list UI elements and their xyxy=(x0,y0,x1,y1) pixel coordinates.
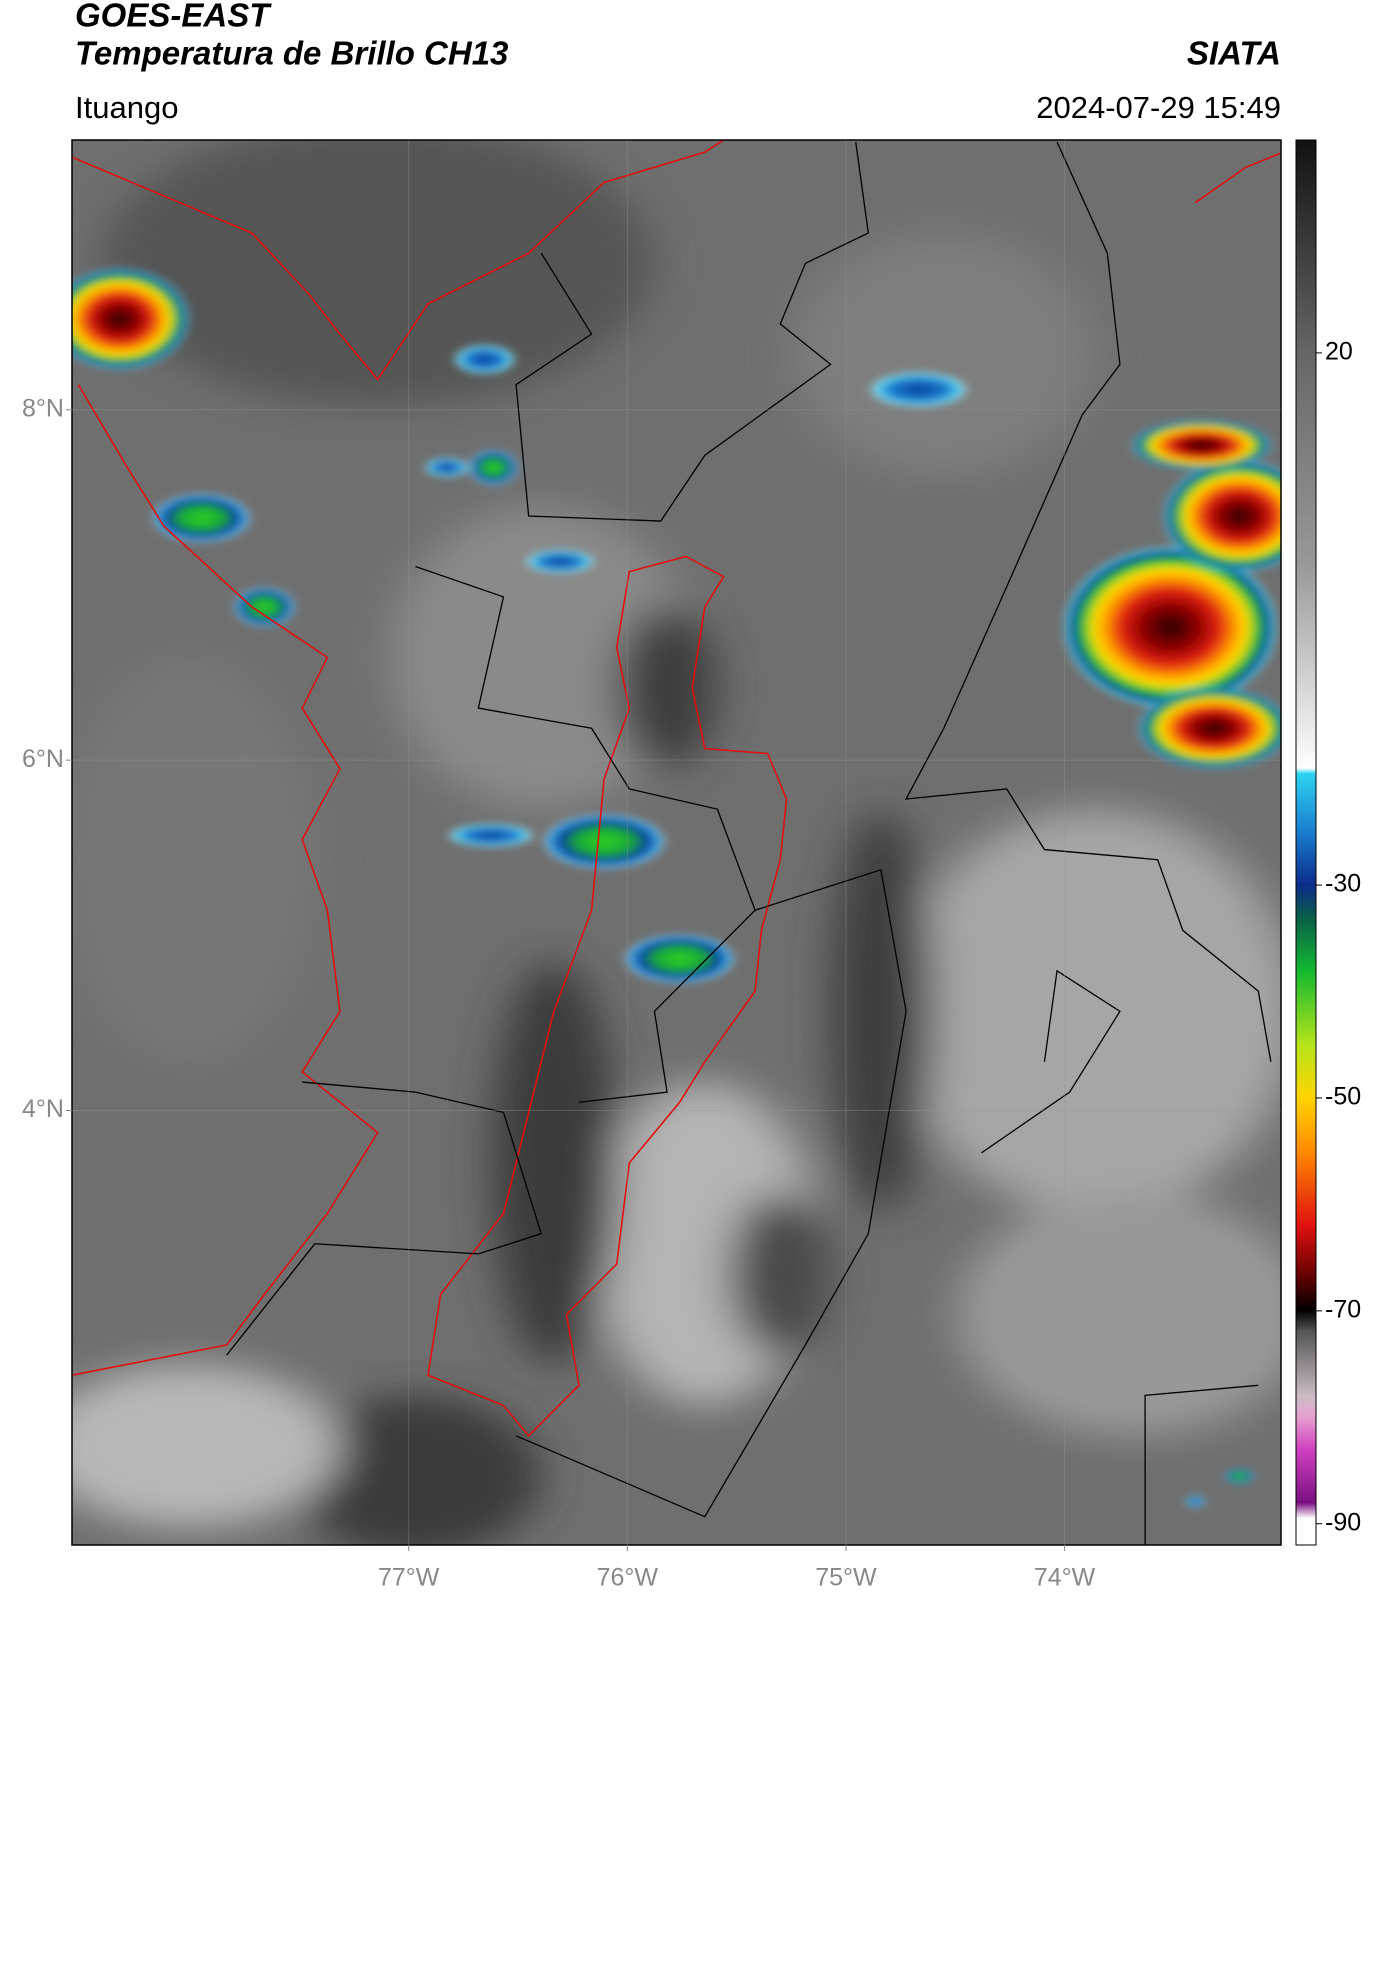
y-tick-label: 6°N xyxy=(22,745,64,773)
x-tick-label: 77°W xyxy=(378,1564,440,1592)
colorbar-tick-label: -30 xyxy=(1325,870,1361,898)
map-frame xyxy=(71,139,1282,1546)
colorbar-tick-label: -70 xyxy=(1325,1295,1361,1323)
title: GOES-EAST xyxy=(75,0,272,34)
y-tick-label: 4°N xyxy=(22,1095,64,1123)
satellite-image xyxy=(72,140,1281,1545)
colorbar xyxy=(1295,139,1317,1546)
timestamp: 2024-07-29 15:49 xyxy=(1036,90,1281,125)
location: Ituango xyxy=(75,90,178,125)
subtitle: Temperatura de Brillo CH13 xyxy=(75,35,508,72)
source: SIATA xyxy=(1187,35,1281,72)
colorbar-tick-label: -90 xyxy=(1325,1508,1361,1536)
colorbar-tick-label: -50 xyxy=(1325,1083,1361,1111)
x-tick-label: 76°W xyxy=(597,1564,659,1592)
x-tick-label: 74°W xyxy=(1034,1564,1096,1592)
x-tick-label: 75°W xyxy=(815,1564,877,1592)
colorbar-tick-label: 20 xyxy=(1325,337,1353,365)
y-tick-label: 8°N xyxy=(22,394,64,422)
